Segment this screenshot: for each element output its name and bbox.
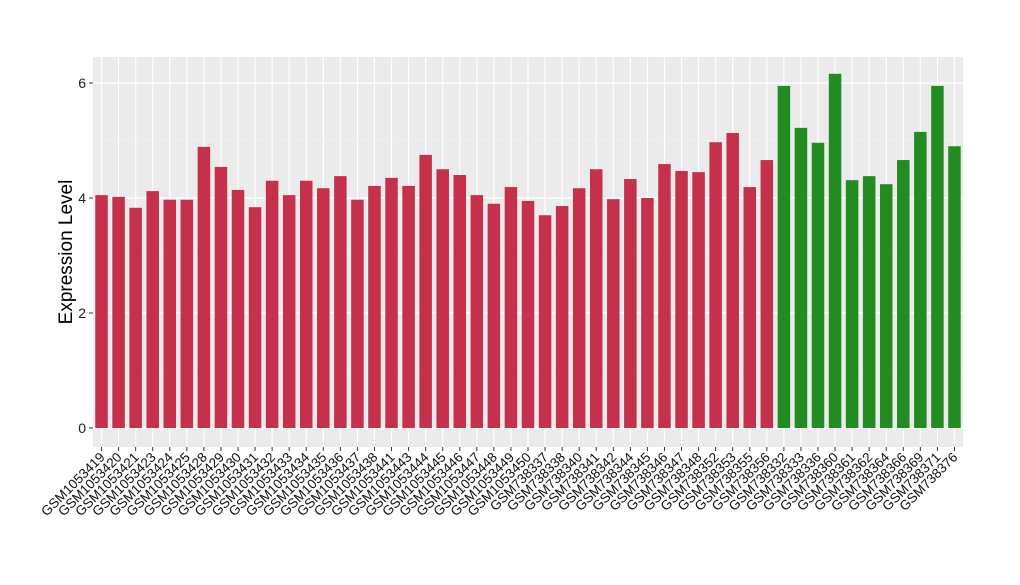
bar-GSM738371: [931, 85, 944, 428]
bar-GSM1053430: [231, 189, 245, 428]
bar-GSM738346: [658, 164, 671, 428]
bar-GSM1053421: [129, 207, 142, 428]
bar-GSM1053449: [504, 187, 518, 428]
bar-GSM738364: [879, 184, 893, 428]
bar-GSM1053419: [95, 195, 108, 428]
bar-GSM738361: [845, 180, 859, 428]
bar-GSM738376: [948, 146, 961, 428]
y-tick-label: 2: [78, 305, 86, 321]
bar-GSM738366: [897, 160, 910, 429]
bar-GSM1053445: [436, 169, 449, 428]
bar-GSM1053450: [521, 200, 535, 428]
y-tick-label: 6: [78, 75, 86, 91]
bar-GSM738337: [538, 215, 552, 428]
bar-GSM1053425: [180, 199, 194, 428]
bar-GSM738353: [726, 133, 739, 428]
bar-GSM1053443: [402, 185, 415, 428]
bar-GSM738340: [572, 188, 586, 428]
bar-GSM1053420: [112, 196, 125, 428]
y-tick-label: 4: [78, 190, 86, 206]
bar-GSM738347: [675, 170, 688, 428]
bar-GSM738369: [914, 131, 927, 428]
bar-GSM738341: [589, 169, 603, 428]
y-tick-label: 0: [78, 420, 86, 436]
x-axis: GSM1053419GSM1053420GSM1053421GSM1053423…: [38, 447, 961, 519]
bar-GSM1053431: [248, 207, 262, 428]
bar-GSM1053429: [214, 166, 228, 428]
bar-GSM738332: [777, 85, 791, 428]
bar-GSM1053428: [197, 146, 211, 428]
y-axis: 0 2 4 6: [78, 75, 93, 436]
bar-GSM738348: [692, 172, 705, 428]
bar-GSM1053432: [265, 180, 279, 428]
bar-GSM738342: [607, 199, 620, 428]
bar-GSM1053447: [470, 195, 484, 428]
bar-GSM738344: [624, 179, 637, 428]
bar-GSM1053436: [334, 176, 347, 428]
bar-GSM1053446: [453, 175, 467, 428]
bar-GSM738355: [743, 187, 757, 428]
bars: [95, 73, 961, 429]
bar-GSM1053437: [351, 199, 364, 428]
bar-GSM1053423: [146, 191, 159, 428]
bar-GSM1053438: [368, 185, 381, 428]
y-axis-label: Expression Level: [56, 180, 77, 325]
bar-GSM738336: [811, 142, 825, 429]
bar-GSM1053434: [299, 180, 313, 428]
bar-GSM738362: [862, 176, 876, 428]
bar-GSM1053433: [282, 195, 296, 428]
bar-GSM738360: [828, 73, 842, 429]
bar-GSM738345: [641, 198, 654, 428]
bar-GSM738338: [555, 206, 569, 428]
bar-GSM1053448: [487, 203, 501, 428]
bar-GSM1053424: [163, 199, 177, 428]
bar-GSM738356: [760, 160, 774, 429]
bar-GSM1053444: [419, 154, 432, 428]
bar-GSM1053435: [317, 188, 330, 428]
bar-GSM738352: [709, 142, 722, 428]
bar-GSM1053441: [385, 177, 398, 428]
bar-GSM738333: [794, 127, 808, 428]
